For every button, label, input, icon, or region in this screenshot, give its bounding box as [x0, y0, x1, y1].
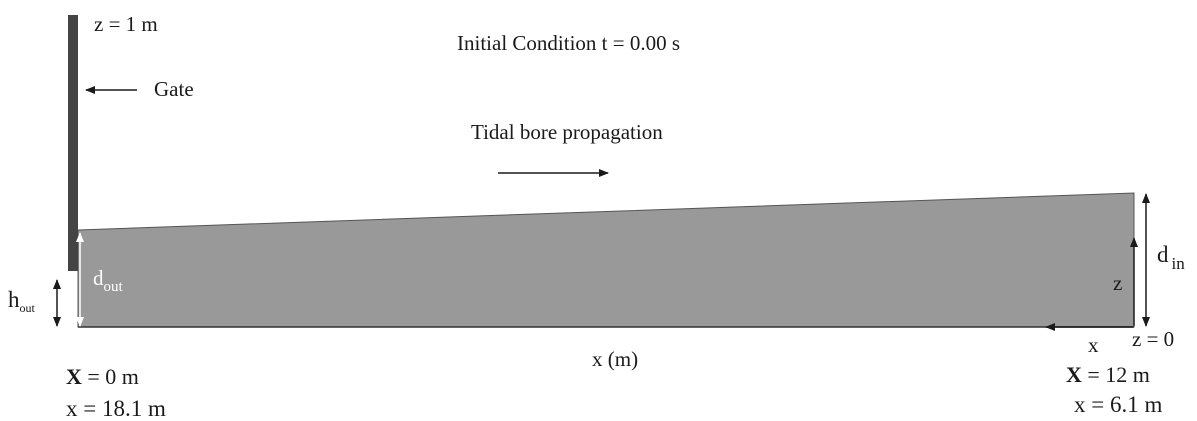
gate-top-label: z = 1 m [94, 12, 158, 36]
h-out-sub: out [20, 301, 36, 315]
right-X-rest: = 12 m [1082, 362, 1150, 387]
z-zero-label: z = 0 [1132, 327, 1174, 351]
z-label: z [1113, 271, 1122, 295]
h-out-main: h [8, 287, 20, 312]
d-in-label: d in [1157, 242, 1185, 273]
x-axis-label: x (m) [592, 347, 638, 371]
right-x-label: x = 6.1 m [1074, 392, 1162, 417]
left-X-bold: X [66, 364, 82, 389]
d-out-label: dout [93, 266, 124, 295]
h-out-label: hout [8, 287, 36, 315]
left-X-label: X = 0 m [66, 364, 139, 389]
x-arrow-label: x [1088, 333, 1099, 357]
water-body [77, 192, 1135, 328]
left-x-label: x = 18.1 m [66, 396, 166, 421]
d-in-sub: in [1172, 254, 1186, 273]
bore-label: Tidal bore propagation [471, 120, 663, 144]
right-X-bold: X [1066, 362, 1082, 387]
d-out-main: d [93, 266, 104, 290]
gate-label: Gate [154, 77, 194, 101]
gate [68, 15, 78, 271]
d-in-main: d [1157, 242, 1169, 267]
right-X-label: X = 12 m [1066, 362, 1150, 387]
left-X-rest: = 0 m [82, 364, 139, 389]
diagram-title: Initial Condition t = 0.00 s [457, 31, 680, 55]
d-out-sub: out [104, 279, 124, 295]
